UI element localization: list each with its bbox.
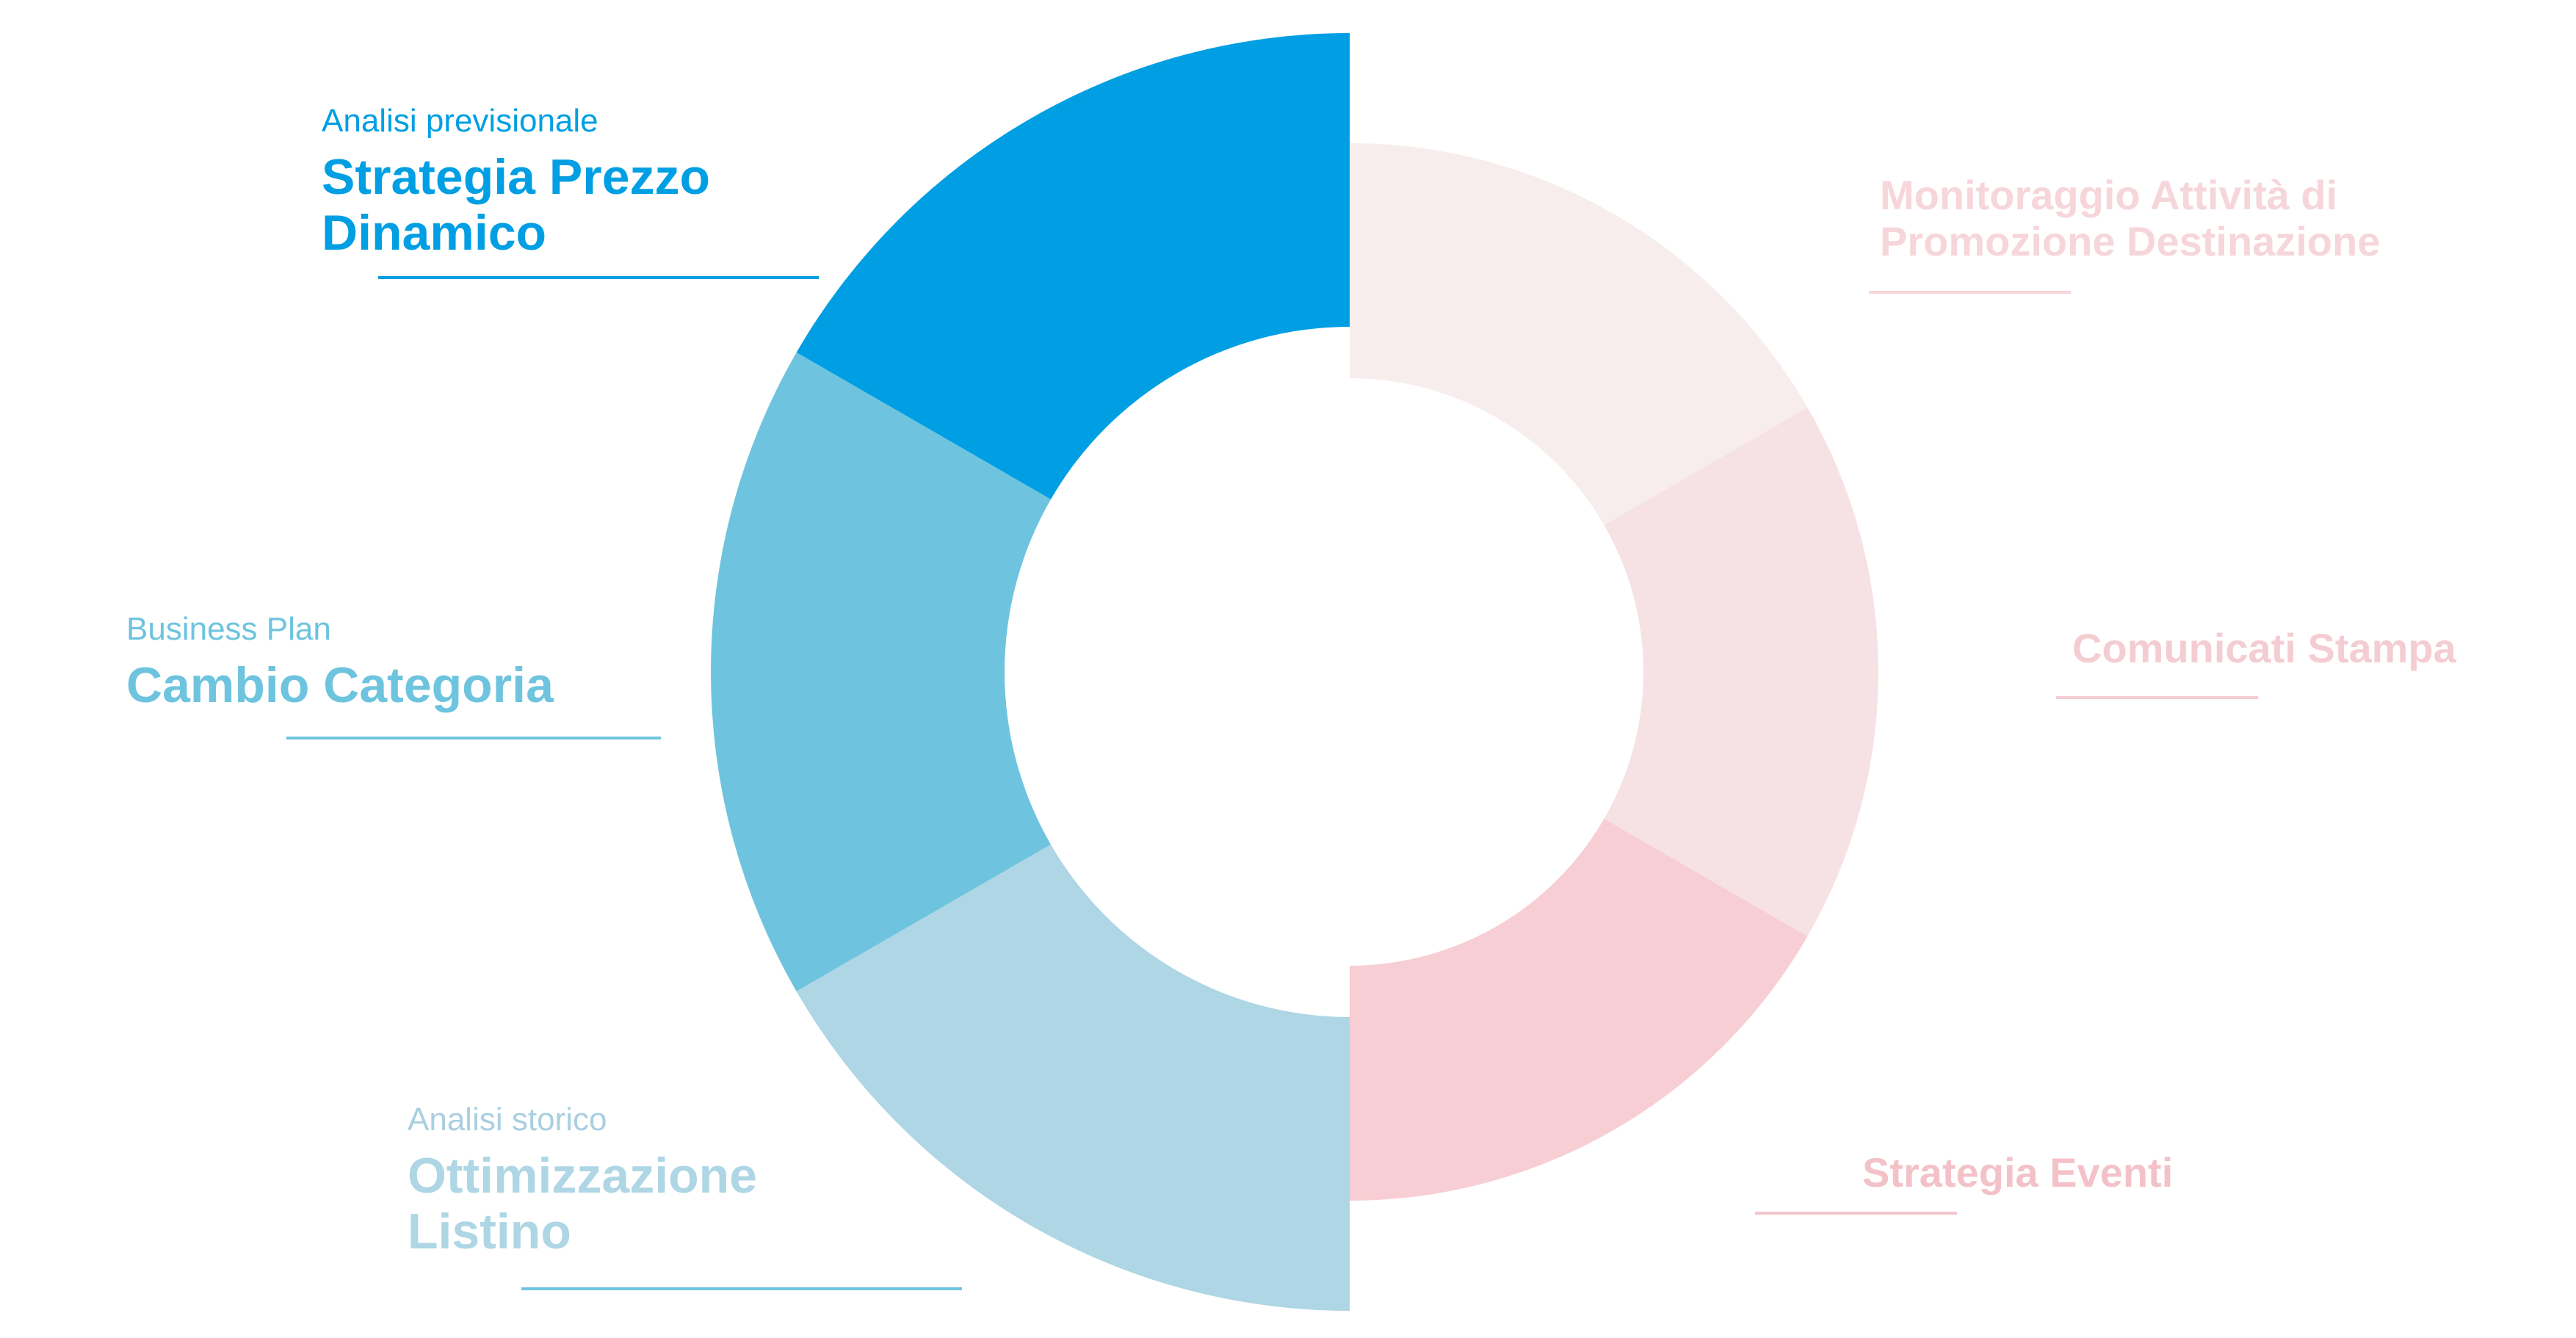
label-title: Ottimizzazione Listino [408,1148,758,1260]
label-title: Monitoraggio Attività di Promozione Dest… [1880,172,2381,264]
segment-cambio-categoria[interactable] [711,352,1051,991]
segment-comunicati-stampa[interactable] [1604,408,1878,936]
label-sub: Analisi previsionale [322,103,598,139]
label-title: Strategia Eventi [1862,1149,2174,1196]
label-strategia-prezzo-dinamico[interactable]: Analisi previsionale Strategia Prezzo Di… [322,103,710,261]
label-title: Cambio Categoria [126,657,554,714]
label-title: Comunicati Stampa [2072,625,2456,671]
label-ottimizzazione-listino[interactable]: Analisi storico Ottimizzazione Listino [408,1102,757,1260]
segment-strategia-eventi[interactable] [1350,819,1808,1201]
label-sub: Business Plan [126,611,331,647]
label-title: Strategia Prezzo Dinamico [322,149,711,261]
segment-strategia-prezzo-dinamico[interactable] [796,33,1350,499]
label-sub: Analisi storico [408,1102,607,1138]
segment-ottimizzazione-listino[interactable] [796,845,1350,1311]
label-strategia-eventi[interactable]: Strategia Eventi [1862,1149,2174,1196]
label-monitoraggio[interactable]: Monitoraggio Attività di Promozione Dest… [1880,172,2381,264]
segment-monitoraggio[interactable] [1350,143,1808,525]
label-cambio-categoria[interactable]: Business Plan Cambio Categoria [126,611,554,713]
label-comunicati-stampa[interactable]: Comunicati Stampa [2072,625,2456,672]
